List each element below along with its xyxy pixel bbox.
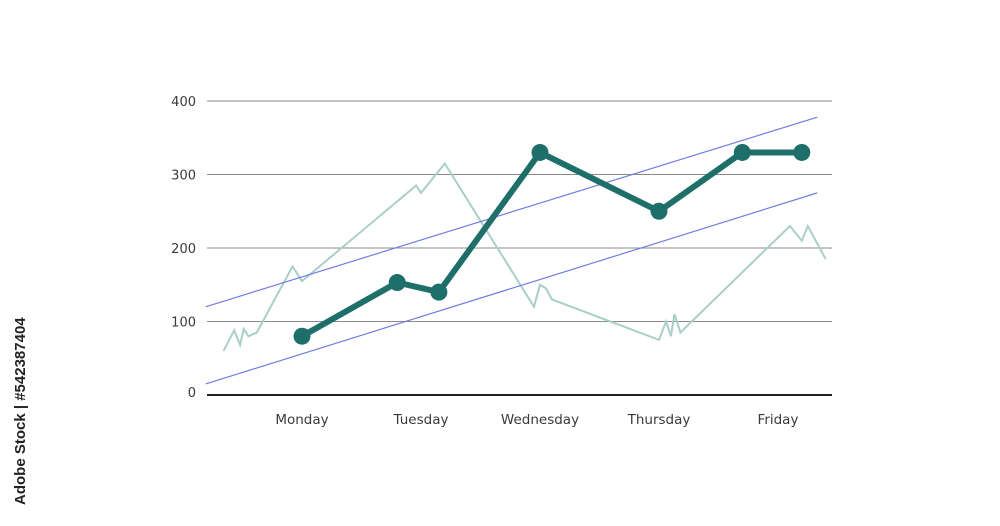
main-series xyxy=(293,143,811,345)
background-series xyxy=(222,161,827,352)
x-category-label: Friday xyxy=(758,412,799,428)
main-series-line xyxy=(299,149,805,340)
y-tick-label: 200 xyxy=(171,242,196,257)
y-axis-tick-labels: 0 100 200 300 400 xyxy=(171,95,196,401)
y-tick-label: 400 xyxy=(171,95,196,110)
grid-lines xyxy=(207,100,832,322)
y-tick-label: 100 xyxy=(171,316,196,331)
data-point-marker xyxy=(531,143,549,161)
data-point-marker xyxy=(793,143,811,161)
trend-lower-line xyxy=(205,192,818,385)
x-category-label: Tuesday xyxy=(393,412,449,428)
data-point-marker xyxy=(388,274,406,292)
trend-upper-line xyxy=(205,116,818,308)
data-point-marker xyxy=(650,202,668,220)
trend-lines xyxy=(205,116,818,385)
x-category-label: Wednesday xyxy=(501,412,579,428)
data-point-marker xyxy=(430,283,448,301)
x-category-label: Monday xyxy=(275,412,328,428)
data-point-marker xyxy=(733,143,751,161)
x-category-label: Thursday xyxy=(627,412,691,428)
y-tick-label: 0 xyxy=(188,386,196,401)
x-axis-category-labels: Monday Tuesday Wednesday Thursday Friday xyxy=(275,412,798,428)
stock-caption: Adobe Stock | #542387404 xyxy=(12,317,29,505)
background-series-line xyxy=(222,161,827,352)
data-point-marker xyxy=(293,327,311,345)
y-tick-label: 300 xyxy=(171,169,196,184)
